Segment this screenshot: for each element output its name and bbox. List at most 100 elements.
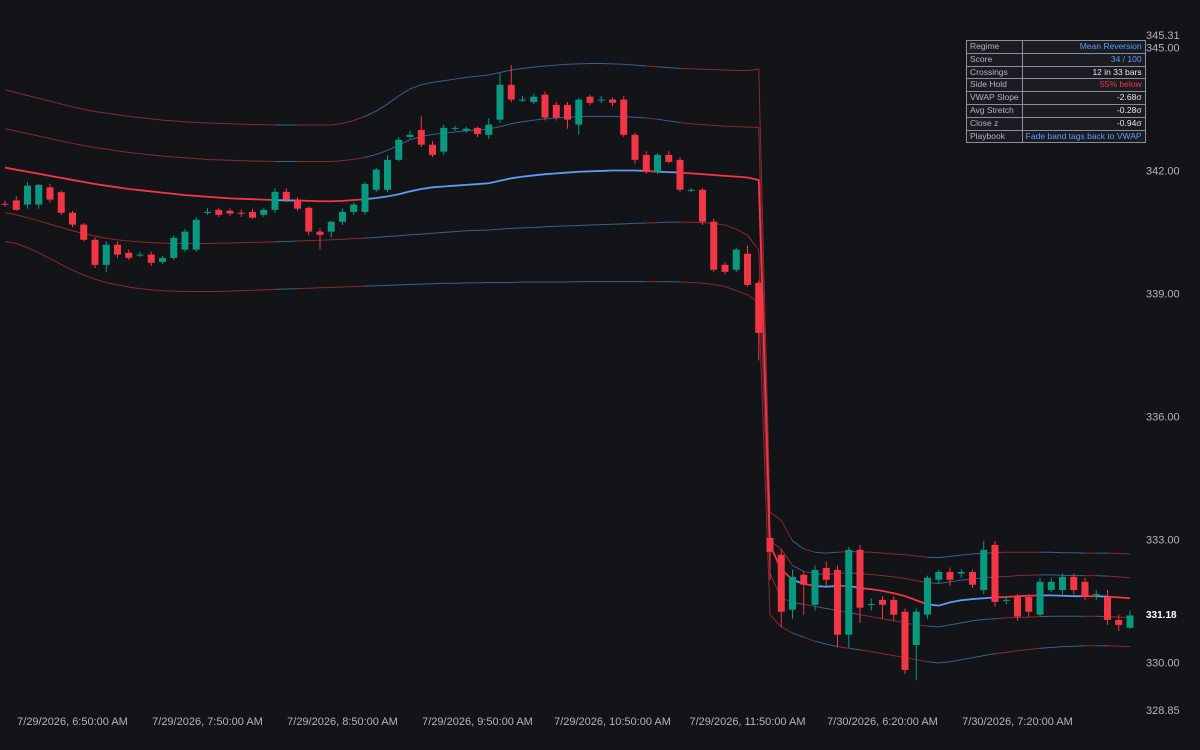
candle (631, 132, 639, 164)
candle-body (564, 104, 571, 120)
candle-body (294, 199, 301, 209)
candle-body (91, 239, 99, 265)
candle-body (789, 576, 796, 610)
candle-body (451, 127, 459, 129)
candle-body (912, 611, 920, 645)
band-line (927, 618, 996, 628)
candle-body (687, 189, 695, 191)
candle (822, 561, 830, 586)
band-line (792, 540, 805, 550)
panel-label: Side Hold (966, 78, 1023, 93)
candle (541, 91, 549, 121)
candle-body (282, 191, 290, 200)
candle-body (732, 249, 740, 270)
candle-body (822, 567, 830, 580)
panel-label: Playbook (966, 129, 1023, 144)
candle (57, 190, 65, 215)
candle-body (384, 159, 391, 190)
y-tick-label: 336.00 (1146, 412, 1180, 424)
candle (451, 125, 459, 131)
candle (957, 569, 965, 578)
candle-body (12, 200, 20, 210)
band-line (4, 240, 276, 292)
candle-body (350, 204, 358, 212)
panel-label: Regime (966, 40, 1023, 54)
candle (440, 124, 448, 156)
candle-body (642, 154, 650, 172)
candle (1081, 577, 1089, 601)
band-line (364, 115, 647, 158)
candle (552, 102, 560, 121)
candle-body (226, 210, 234, 214)
candle-body (1059, 576, 1066, 591)
candle (856, 544, 864, 623)
candle-body (800, 574, 808, 585)
band-line (814, 640, 838, 648)
candle (147, 251, 155, 267)
panel-row: VWAP Slope -2.68σ (966, 91, 1146, 105)
band-line (297, 156, 366, 162)
candle-body (1014, 596, 1021, 617)
candle (530, 93, 538, 105)
candle (181, 229, 189, 252)
vwap-line (1107, 595, 1131, 600)
panel-row: Close z -0.94σ (966, 116, 1146, 131)
candle-body (192, 219, 200, 250)
candle (1115, 614, 1123, 632)
vwap-line (364, 169, 647, 201)
candle-body (170, 237, 178, 258)
candle (777, 549, 785, 627)
candle-body (1002, 599, 1010, 601)
candle (271, 188, 279, 213)
panel-row: Playbook Fade band tags back to VWAP (966, 129, 1146, 144)
candle (1, 200, 9, 207)
panel-label: Avg Stretch (966, 103, 1023, 118)
vwap-line (927, 596, 996, 607)
band-line (679, 122, 793, 566)
x-tick-label: 7/30/2026, 7:20:00 AM (962, 716, 1073, 728)
candle-body (46, 187, 54, 200)
candle-body (24, 185, 31, 205)
candle-body (924, 577, 931, 615)
panel-value: Fade band tags back to VWAP (1021, 129, 1146, 144)
band-line (274, 240, 298, 243)
candle (867, 598, 875, 611)
band-line (646, 117, 658, 120)
candle (1025, 594, 1033, 617)
candle (339, 208, 346, 226)
candle (114, 241, 121, 258)
candle (80, 222, 88, 242)
band-line (803, 548, 816, 553)
candle-body (845, 549, 853, 635)
candle (969, 569, 976, 588)
band-line (994, 574, 1041, 578)
band-line (994, 647, 1041, 655)
band-line (814, 605, 838, 612)
panel-value: -0.28σ (1021, 103, 1146, 118)
band-line (657, 118, 681, 124)
candle (395, 136, 403, 162)
candle (429, 140, 436, 158)
candle-body (901, 611, 909, 670)
candle (564, 102, 571, 129)
y-tick-label: 339.00 (1146, 289, 1180, 301)
panel-label: Crossings (966, 65, 1023, 80)
candle-body (181, 231, 189, 250)
candle (1036, 577, 1044, 617)
candle (654, 153, 661, 174)
band-line (4, 212, 276, 244)
candle-body (204, 211, 211, 213)
candle-body (361, 184, 369, 212)
band-line (1107, 645, 1131, 648)
candle (575, 97, 583, 135)
band-line (297, 115, 366, 126)
panel-value: 34 / 100 (1021, 52, 1146, 67)
candle (744, 245, 751, 287)
y-tick-label: 342.00 (1146, 166, 1180, 178)
band-line (4, 128, 276, 162)
x-tick-label: 7/29/2026, 8:50:00 AM (287, 716, 398, 728)
candle-body (654, 154, 661, 172)
candle (384, 155, 391, 193)
candle (620, 95, 628, 137)
